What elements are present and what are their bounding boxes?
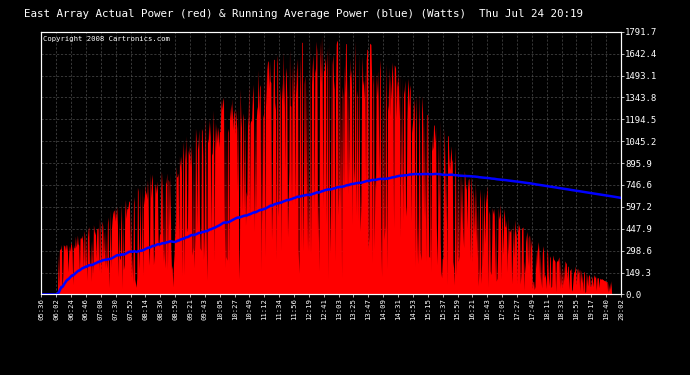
Text: East Array Actual Power (red) & Running Average Power (blue) (Watts)  Thu Jul 24: East Array Actual Power (red) & Running … xyxy=(24,9,583,20)
Text: Copyright 2008 Cartronics.com: Copyright 2008 Cartronics.com xyxy=(43,36,170,42)
